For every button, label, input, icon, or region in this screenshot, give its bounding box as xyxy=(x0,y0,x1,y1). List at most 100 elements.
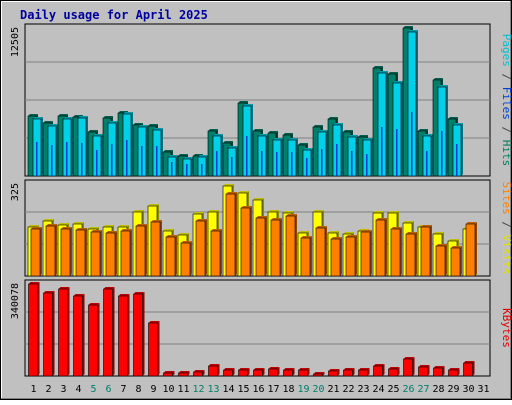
bar-files-mark-day-11 xyxy=(186,164,188,176)
bar-sites-day-15 xyxy=(240,206,252,277)
bar-sites-day-2 xyxy=(45,224,57,277)
bar-files-mark-day-29 xyxy=(456,144,458,176)
bar-sites-day-21 xyxy=(330,237,342,277)
panel-kbytes-ymax-label: 340078 xyxy=(10,283,21,319)
bar-pages-day-28 xyxy=(437,85,448,177)
legend-part: / xyxy=(500,215,512,235)
bar-kbytes-day-14 xyxy=(223,368,235,377)
bar-pages-day-20 xyxy=(317,130,328,177)
bar-kbytes-day-10 xyxy=(163,371,175,377)
panel-kbytes-bars xyxy=(28,282,475,377)
bar-kbytes-day-2 xyxy=(43,291,55,377)
bar-files-mark-day-1 xyxy=(36,142,38,176)
day-label-15: 15 xyxy=(237,384,249,395)
bar-files-mark-day-21 xyxy=(336,144,338,176)
bar-pages-day-2 xyxy=(47,124,58,177)
bar-kbytes-day-9 xyxy=(148,321,160,377)
bar-kbytes-day-30 xyxy=(463,361,475,377)
bar-files-mark-day-25 xyxy=(396,129,398,176)
bar-files-mark-day-2 xyxy=(51,145,53,176)
bar-files-mark-day-4 xyxy=(81,143,83,176)
bar-sites-day-3 xyxy=(60,227,72,277)
panel-visits-legend: Sites / Visits xyxy=(500,182,512,275)
day-label-30: 30 xyxy=(462,384,474,395)
day-label-22: 22 xyxy=(342,384,354,395)
bar-pages-day-8 xyxy=(137,125,148,177)
day-label-5: 5 xyxy=(90,384,96,395)
bar-kbytes-day-6 xyxy=(103,287,115,377)
bar-sites-day-8 xyxy=(135,224,147,277)
bar-pages-day-24 xyxy=(377,71,388,177)
bar-pages-day-29 xyxy=(452,123,463,177)
bar-sites-day-24 xyxy=(375,218,387,277)
chart-title: Daily usage for April 2025 xyxy=(20,8,208,22)
bar-pages-day-6 xyxy=(107,121,118,177)
bar-pages-day-5 xyxy=(92,134,103,177)
bar-pages-day-15 xyxy=(242,104,253,177)
bar-sites-day-17 xyxy=(270,218,282,277)
bar-kbytes-day-19 xyxy=(298,368,310,377)
day-label-1: 1 xyxy=(30,384,36,395)
bar-kbytes-day-18 xyxy=(283,368,295,377)
day-label-14: 14 xyxy=(222,384,234,395)
bar-sites-day-9 xyxy=(150,220,162,277)
bar-kbytes-day-13 xyxy=(208,364,220,377)
bar-files-mark-day-6 xyxy=(111,144,113,176)
bar-kbytes-day-3 xyxy=(58,287,70,377)
bar-kbytes-day-15 xyxy=(238,368,250,377)
bar-files-mark-day-23 xyxy=(366,154,368,176)
bar-sites-day-5 xyxy=(90,230,102,277)
bar-sites-day-20 xyxy=(315,226,327,277)
panel-kbytes-legend: KBytes xyxy=(500,308,512,348)
bar-sites-day-1 xyxy=(30,227,42,277)
day-label-4: 4 xyxy=(75,384,81,395)
x-axis-day-labels: 1 2 3 4 5 6 7 8 9 10 11 12 13 14 15 16 17 18 19 20 21 22 23 24 2… xyxy=(30,384,489,395)
day-label-24: 24 xyxy=(372,384,384,395)
bar-files-mark-day-3 xyxy=(66,142,68,176)
bar-pages-day-16 xyxy=(257,134,268,177)
bar-kbytes-day-23 xyxy=(358,368,370,377)
day-label-18: 18 xyxy=(282,384,294,395)
legend-part: Pages xyxy=(500,34,512,67)
bar-sites-day-26 xyxy=(405,232,417,277)
day-label-6: 6 xyxy=(105,384,111,395)
bar-files-mark-day-28 xyxy=(441,131,443,176)
bar-files-mark-day-7 xyxy=(126,140,128,176)
legend-part: Sites xyxy=(500,182,512,215)
bar-kbytes-day-7 xyxy=(118,294,130,377)
bar-sites-day-11 xyxy=(180,241,192,277)
legend-part: Visits xyxy=(500,235,512,275)
bar-kbytes-day-16 xyxy=(253,368,265,377)
day-label-7: 7 xyxy=(120,384,126,395)
bar-pages-day-14 xyxy=(227,146,238,177)
bar-sites-day-7 xyxy=(120,229,132,277)
bar-kbytes-day-29 xyxy=(448,368,460,377)
panel-visits-bars xyxy=(27,184,477,277)
bar-kbytes-day-28 xyxy=(433,366,445,377)
bar-files-mark-day-5 xyxy=(96,150,98,176)
bar-pages-day-18 xyxy=(287,138,298,177)
bar-sites-day-12 xyxy=(195,219,207,277)
chart-panels: 12505 Pages / Files / Hits 325 Sites / Visi… xyxy=(10,23,512,377)
bar-files-mark-day-14 xyxy=(231,157,233,176)
bar-pages-day-4 xyxy=(77,116,88,177)
bar-pages-day-27 xyxy=(422,134,433,177)
bar-pages-day-10 xyxy=(167,155,178,177)
bar-files-mark-day-15 xyxy=(246,136,248,176)
bar-pages-day-12 xyxy=(197,155,208,177)
bar-pages-day-9 xyxy=(152,128,163,177)
bar-pages-day-23 xyxy=(362,138,373,177)
bar-kbytes-day-5 xyxy=(88,303,100,377)
legend-part: Files xyxy=(500,87,512,120)
day-label-3: 3 xyxy=(60,384,66,395)
bar-files-mark-day-12 xyxy=(201,164,203,176)
bar-files-mark-day-18 xyxy=(291,152,293,176)
bar-pages-day-17 xyxy=(272,138,283,177)
day-label-19: 19 xyxy=(297,384,309,395)
bar-sites-day-18 xyxy=(285,214,297,277)
day-label-2: 2 xyxy=(45,384,51,395)
panel-hits-bars xyxy=(27,26,463,177)
bar-kbytes-day-22 xyxy=(343,368,355,377)
bar-files-mark-day-10 xyxy=(171,162,173,176)
